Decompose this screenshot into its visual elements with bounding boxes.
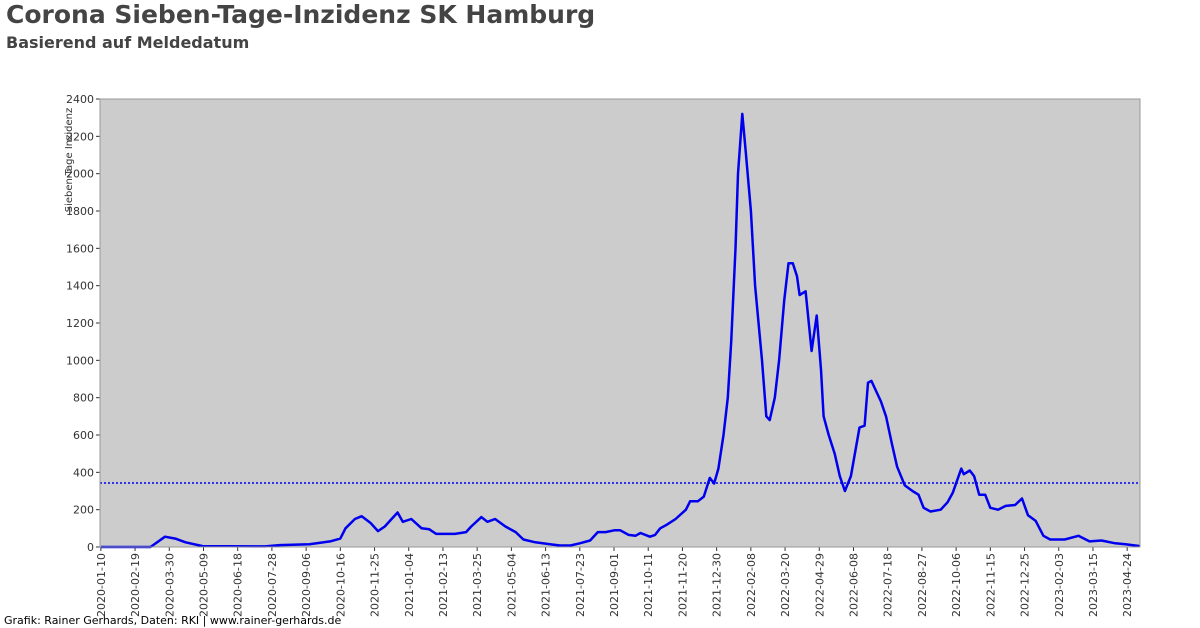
x-tick-label: 2021-01-04 [403,553,416,617]
y-tick-label: 200 [73,504,94,517]
x-tick-label: 2021-10-11 [642,553,655,617]
x-tick-label: 2020-05-09 [197,553,210,617]
y-tick-label: 1000 [66,354,94,367]
y-tick-label: 600 [73,429,94,442]
y-tick-label: 1400 [66,280,94,293]
plot-frame [99,98,1141,548]
x-tick-label: 2020-11-25 [369,553,382,617]
x-tick-label: 2022-03-20 [779,553,792,617]
x-tick-label: 2022-06-08 [847,553,860,617]
x-tick-label: 2021-05-04 [505,553,518,617]
footer: Grafik: Rainer Gerhards, Daten: RKI | ww… [4,614,342,627]
x-tick-label: 2021-12-30 [711,553,724,617]
x-tick-label: 2020-02-19 [129,553,142,617]
y-tick-label: 1600 [66,242,94,255]
chart-title: Corona Sieben-Tage-Inzidenz SK Hamburg [6,0,595,29]
y-axis-label: Sieben-Tage Inzidenz [64,108,75,212]
x-tick-label: 2023-04-24 [1121,553,1134,617]
x-tick-label: 2023-02-03 [1053,553,1066,617]
x-tick-label: 2021-03-25 [471,553,484,617]
y-tick-label: 800 [73,392,94,405]
x-tick-label: 2022-04-29 [813,553,826,617]
x-tick-label: 2021-11-20 [676,553,689,617]
y-tick-label: 0 [87,541,94,554]
y-tick-label: 2200 [66,130,94,143]
x-tick-label: 2021-02-13 [437,553,450,617]
x-tick-label: 2020-03-30 [163,553,176,617]
x-tick-label: 2022-08-27 [916,553,929,617]
x-tick-label: 2021-07-23 [574,553,587,617]
y-tick-label: 1800 [66,205,94,218]
x-tick-label: 2021-06-13 [540,553,553,617]
x-tick-label: 2020-01-10 [95,553,108,617]
chart-subtitle: Basierend auf Meldedatum [6,33,249,52]
x-tick-label: 2021-09-01 [608,553,621,617]
x-tick-label: 2022-02-08 [745,553,758,617]
x-tick-label: 2020-09-06 [300,553,313,617]
y-tick-label: 1200 [66,317,94,330]
x-tick-label: 2020-10-16 [334,553,347,617]
plot-area [100,99,1140,547]
y-tick-label: 400 [73,466,94,479]
y-tick-label: 2000 [66,168,94,181]
x-tick-label: 2023-03-15 [1087,553,1100,617]
x-tick-label: 2022-07-18 [882,553,895,617]
x-tick-label: 2020-07-28 [266,553,279,617]
x-tick-label: 2020-06-18 [232,553,245,617]
x-tick-label: 2022-12-25 [1019,553,1032,617]
y-tick-label: 2400 [66,93,94,106]
x-tick-label: 2022-11-15 [984,553,997,617]
x-tick-label: 2022-10-06 [950,553,963,617]
data-line [100,112,1141,549]
